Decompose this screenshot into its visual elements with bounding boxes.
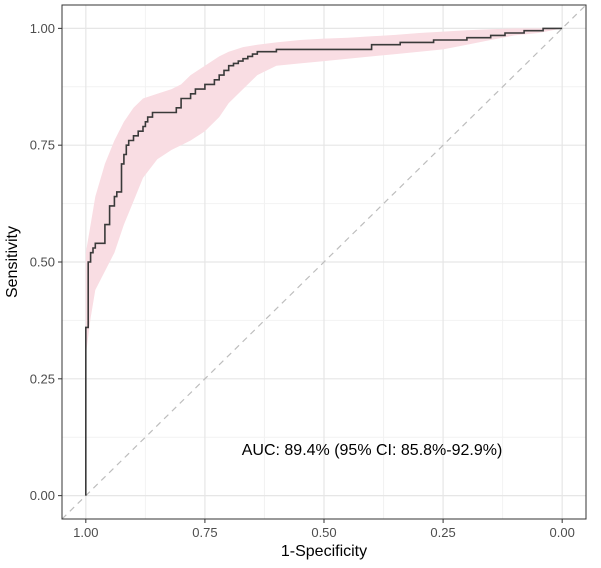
x-tick-label: 1.00: [73, 525, 98, 540]
y-tick-label: 0.50: [30, 255, 55, 270]
x-tick-label: 0.25: [430, 525, 455, 540]
roc-curve: [85, 27, 563, 496]
x-axis-ticks: 1.00 0.75 0.50 0.25 0.00: [73, 519, 575, 540]
auc-annotation: AUC: 89.4% (95% CI: 85.8%-92.9%): [242, 442, 503, 459]
x-tick-label: 0.50: [311, 525, 336, 540]
y-axis-title: Sensitivity: [4, 226, 21, 298]
y-tick-label: 0.75: [30, 138, 55, 153]
x-axis-title: 1-Specificity: [281, 543, 367, 560]
x-tick-label: 0.75: [192, 525, 217, 540]
x-tick-label: 0.00: [550, 525, 575, 540]
y-tick-label: 0.25: [30, 371, 55, 386]
reference-diagonal: [61, 4, 587, 520]
y-tick-label: 0.00: [30, 488, 55, 503]
y-axis-ticks: 0.00 0.25 0.50 0.75 1.00: [30, 21, 62, 503]
ci-band: [85, 28, 563, 356]
y-tick-label: 1.00: [30, 21, 55, 36]
